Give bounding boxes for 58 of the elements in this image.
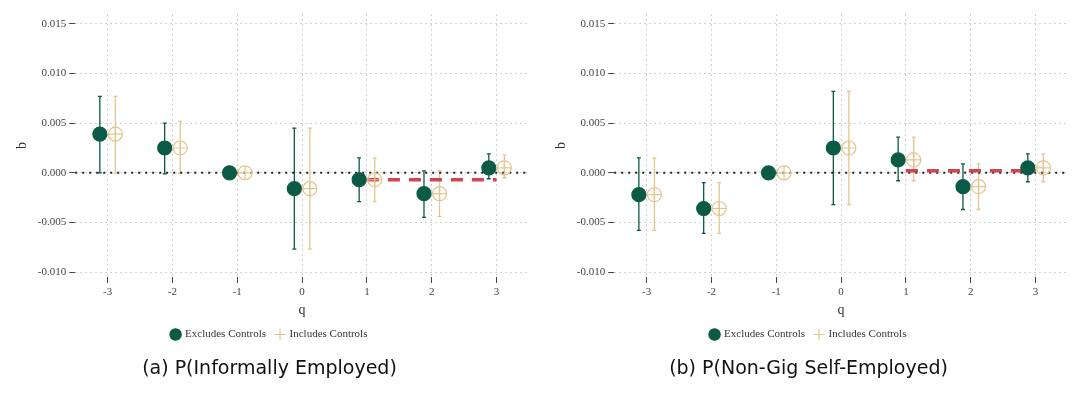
point bbox=[1020, 160, 1036, 176]
legend-label: Excludes Controls bbox=[185, 327, 267, 340]
point bbox=[955, 179, 971, 195]
x-tick-label: -1 bbox=[771, 285, 781, 298]
point bbox=[172, 140, 188, 156]
y-tick-label: -0.010 bbox=[37, 264, 67, 277]
y-tick-label: -0.005 bbox=[576, 215, 606, 228]
point bbox=[221, 165, 238, 181]
x-tick-label: 3 bbox=[493, 285, 500, 298]
x-tick-label: 1 bbox=[364, 285, 370, 298]
x-tick-label: 2 bbox=[429, 285, 435, 298]
point bbox=[696, 200, 712, 217]
x-tick-label: 0 bbox=[299, 285, 306, 298]
x-tick-label: -3 bbox=[103, 285, 113, 298]
point bbox=[1035, 160, 1051, 176]
y-tick-label: 0.000 bbox=[41, 165, 67, 178]
point bbox=[237, 165, 253, 181]
y-tick-label: -0.005 bbox=[37, 215, 67, 228]
legend-label: Includes Controls bbox=[289, 327, 368, 340]
y-axis-title: b bbox=[14, 142, 30, 149]
point bbox=[92, 126, 108, 142]
x-tick-label: 2 bbox=[968, 285, 974, 298]
y-tick-label: -0.010 bbox=[576, 264, 606, 277]
x-tick-label: -1 bbox=[232, 285, 242, 298]
y-axis-title: b bbox=[553, 142, 569, 149]
y-tick-label: 0.005 bbox=[41, 116, 67, 129]
point bbox=[481, 160, 497, 176]
x-tick-label: -2 bbox=[167, 285, 178, 298]
point bbox=[890, 152, 906, 168]
point bbox=[711, 200, 727, 217]
x-tick-label: 1 bbox=[903, 285, 909, 298]
x-axis-title: q bbox=[298, 302, 306, 318]
point bbox=[825, 140, 841, 156]
legend-label: Excludes Controls bbox=[724, 327, 806, 340]
text: (b) P(Non-Gig Self-Employed) bbox=[669, 356, 948, 378]
point bbox=[841, 140, 857, 156]
point bbox=[286, 181, 302, 197]
y-tick-label: 0.010 bbox=[580, 66, 606, 79]
x-tick-label: -3 bbox=[642, 285, 652, 298]
point bbox=[351, 172, 367, 188]
legend-label: Includes Controls bbox=[828, 327, 907, 340]
y-tick-label: 0.015 bbox=[41, 16, 67, 29]
x-tick-label: 3 bbox=[1032, 285, 1039, 298]
text: (a) P(Informally Employed) bbox=[142, 356, 397, 378]
point bbox=[760, 165, 777, 181]
y-tick-label: 0.015 bbox=[580, 16, 606, 29]
point bbox=[416, 186, 432, 202]
x-tick-label: -2 bbox=[706, 285, 717, 298]
y-tick-label: 0.010 bbox=[41, 66, 67, 79]
point bbox=[631, 187, 647, 203]
point bbox=[431, 186, 448, 202]
x-tick-label: 0 bbox=[838, 285, 845, 298]
y-tick-label: 0.000 bbox=[580, 165, 606, 178]
x-axis-title: q bbox=[837, 302, 845, 318]
point bbox=[157, 140, 173, 156]
point bbox=[776, 165, 792, 181]
point bbox=[302, 181, 318, 197]
y-tick-label: 0.005 bbox=[580, 116, 606, 129]
